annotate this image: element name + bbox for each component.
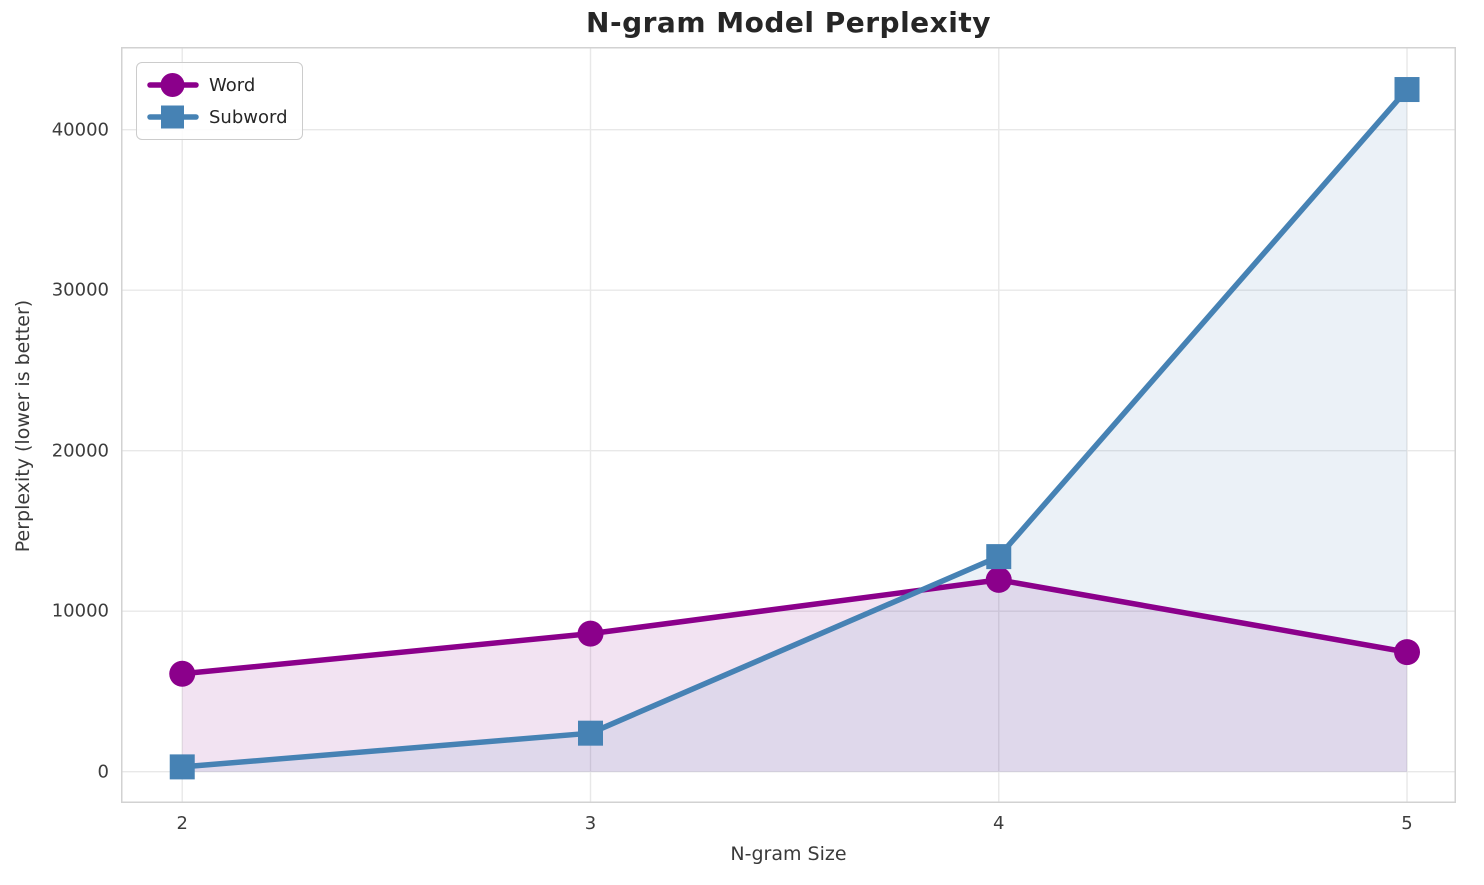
subword-marker-icon — [147, 105, 199, 129]
plot-border — [121, 47, 1456, 803]
subword-area-fill — [182, 89, 1408, 772]
y-tick-label: 0 — [97, 761, 109, 783]
word-marker-icon — [147, 73, 199, 97]
subword-marker — [1394, 77, 1420, 103]
word-marker — [169, 660, 196, 687]
legend-item-subword: Subword — [147, 102, 288, 132]
y-tick-label: 40000 — [51, 119, 109, 141]
plot-area — [121, 47, 1456, 803]
y-tick-label: 20000 — [51, 440, 109, 462]
word-area-fill — [182, 579, 1408, 772]
y-tick-label: 30000 — [51, 279, 109, 301]
word-marker — [985, 566, 1012, 593]
word-line — [179, 577, 1410, 677]
subword-marker — [986, 544, 1012, 570]
subword-marker — [169, 754, 195, 780]
x-tick-label: 3 — [584, 813, 597, 834]
y-axis-label: Perplexity (lower is better) — [12, 299, 34, 553]
legend-label: Subword — [209, 106, 288, 128]
x-tick-label: 5 — [1401, 813, 1413, 834]
legend: Word Subword — [136, 62, 303, 140]
legend-label: Word — [209, 74, 256, 96]
chart-title: N-gram Model Perplexity — [586, 6, 991, 39]
word-marker — [1394, 639, 1421, 666]
subword-marker — [577, 720, 603, 746]
word-marker — [577, 620, 604, 647]
subword-line — [179, 86, 1410, 770]
legend-item-word: Word — [147, 70, 288, 100]
x-tick-label: 2 — [176, 813, 188, 834]
x-axis-label: N-gram Size — [730, 843, 847, 865]
x-tick-label: 4 — [993, 813, 1005, 834]
y-tick-label: 10000 — [51, 600, 109, 622]
